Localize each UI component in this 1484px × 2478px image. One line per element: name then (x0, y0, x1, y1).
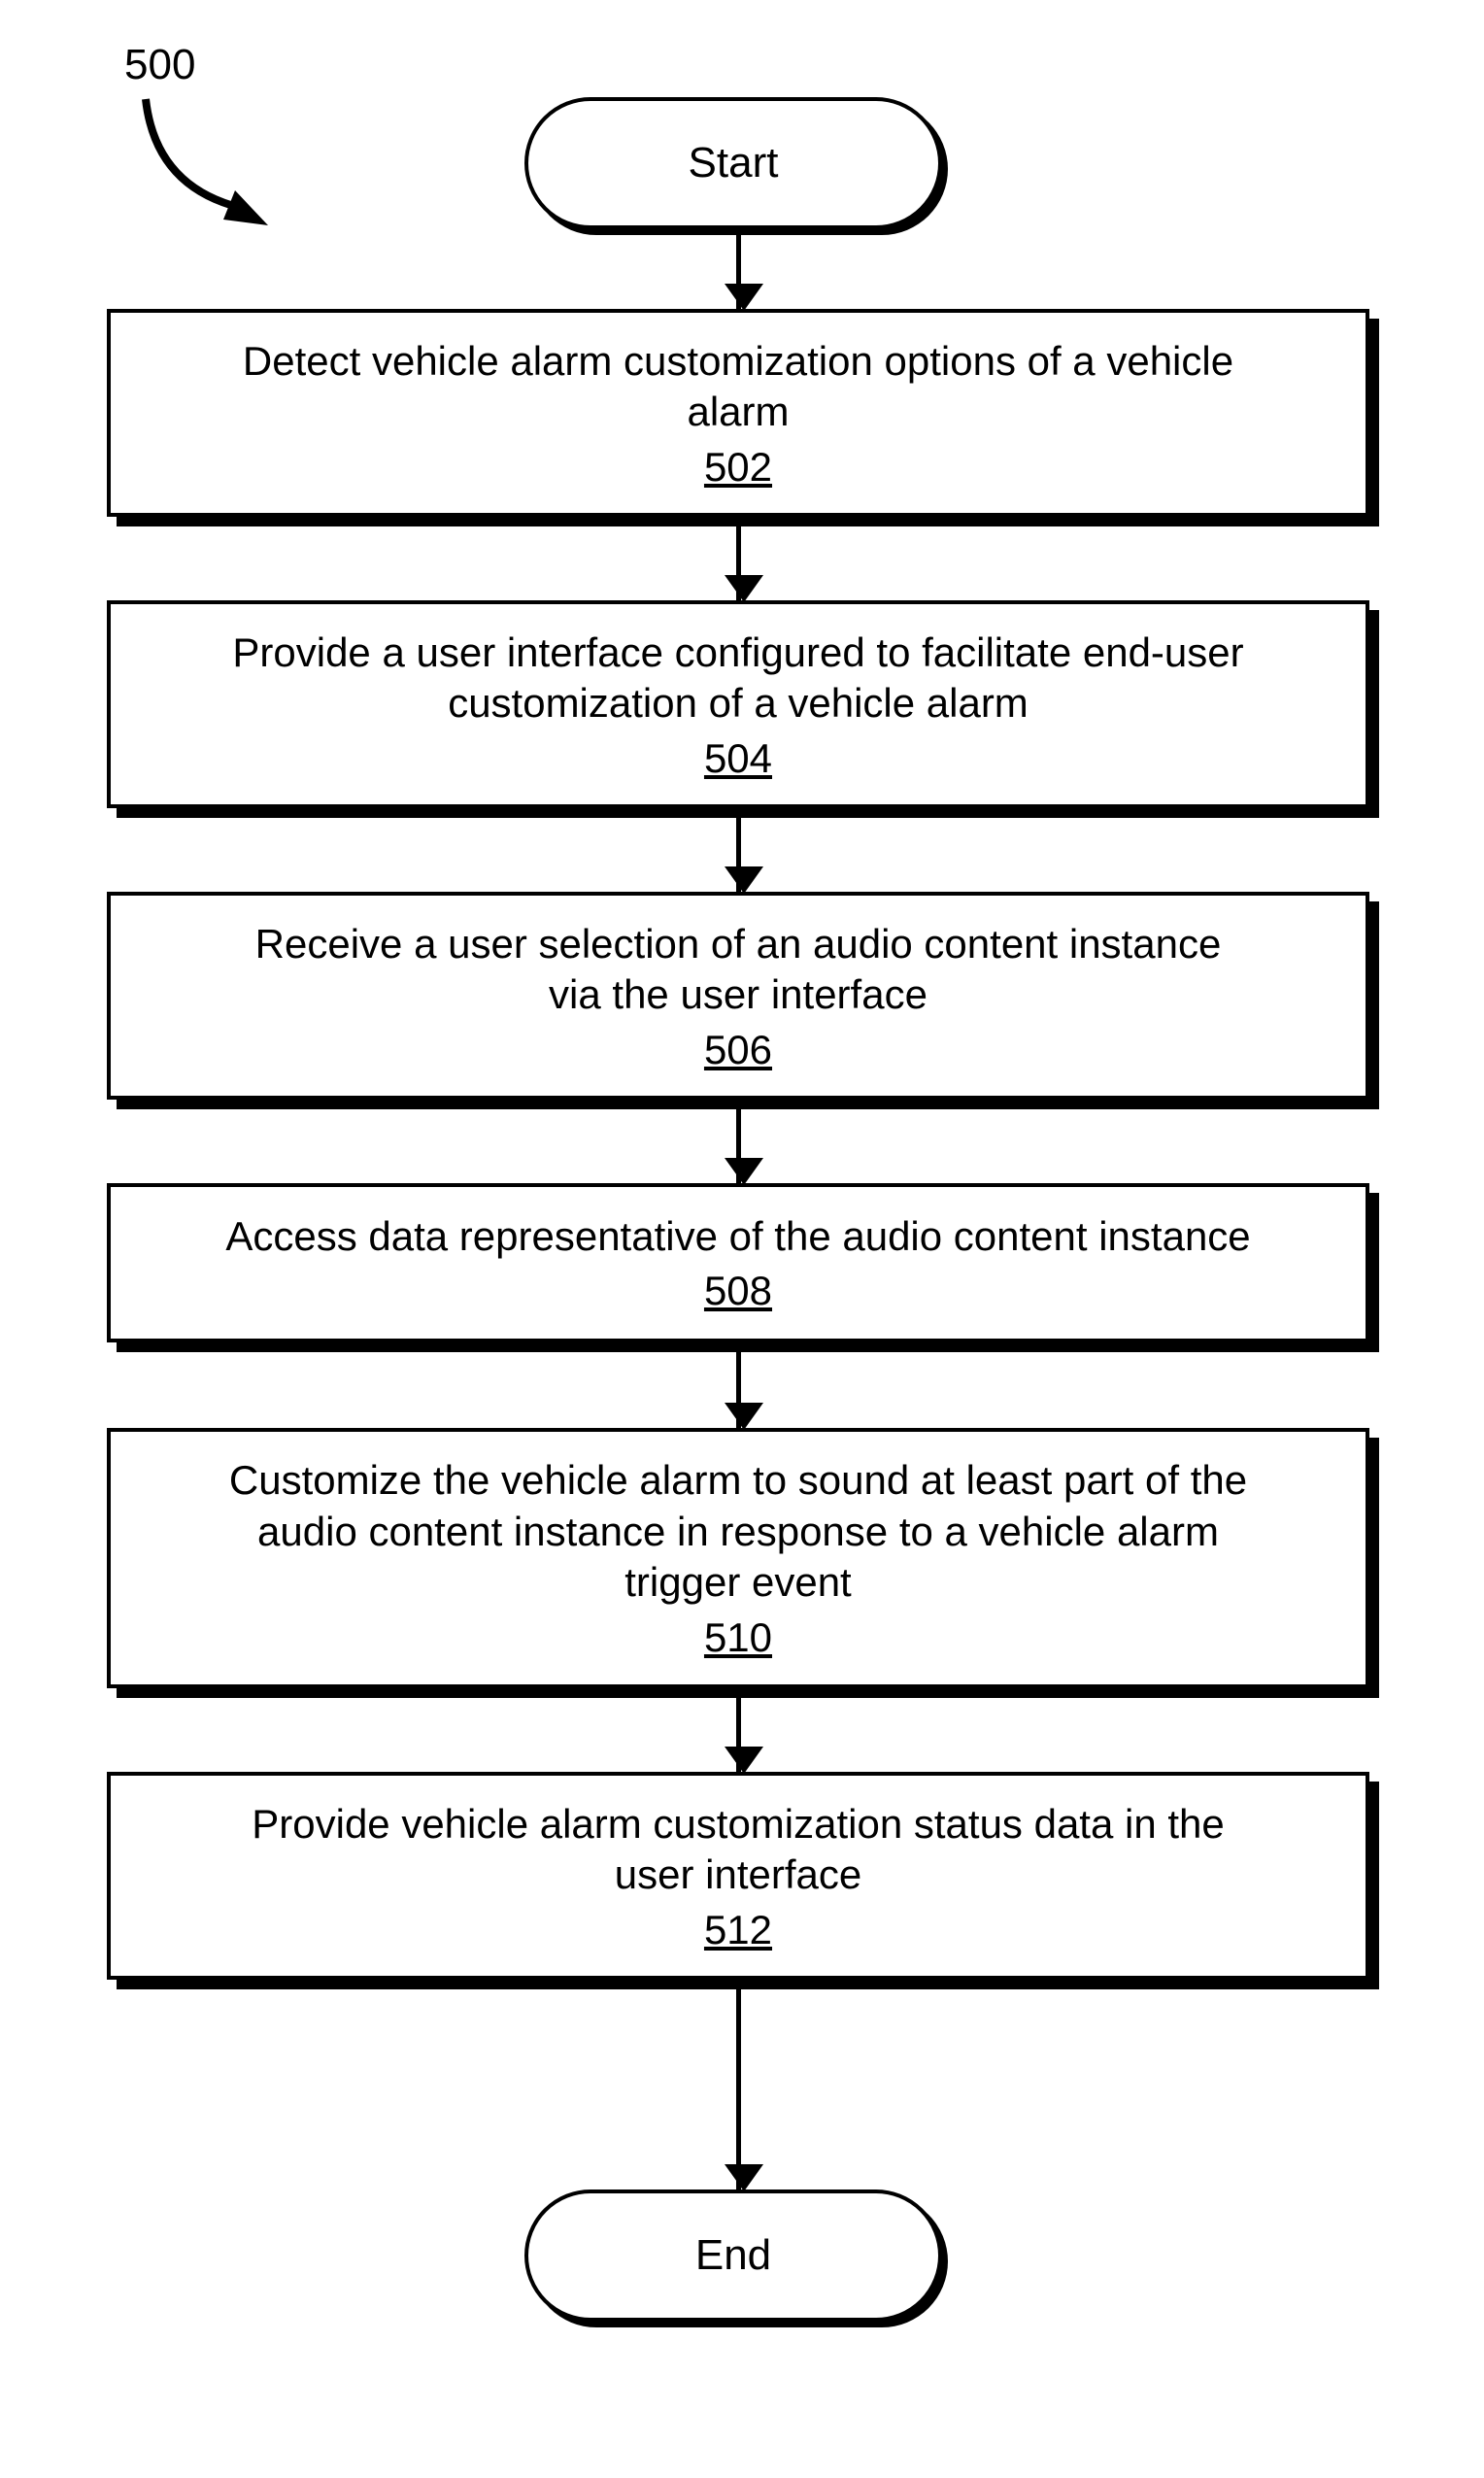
flow-arrow (736, 1350, 741, 1428)
process-step-text: Access data representative of the audio … (225, 1211, 1250, 1263)
process-step: Provide a user interface configured to f… (107, 600, 1369, 808)
flow-arrow (736, 229, 741, 309)
process-step: Access data representative of the audio … (107, 1183, 1369, 1342)
process-step-ref: 510 (704, 1614, 772, 1661)
terminator-start: Start (524, 97, 942, 229)
figure-reference-arrow (126, 89, 282, 235)
process-step: Customize the vehicle alarm to sound at … (107, 1428, 1369, 1688)
flow-arrow (736, 816, 741, 892)
flow-arrow (736, 1696, 741, 1772)
terminator-end-label: End (695, 2231, 771, 2280)
process-step-text: Receive a user selection of an audio con… (255, 919, 1222, 1021)
terminator-end: End (524, 2189, 942, 2322)
process-step: Provide vehicle alarm customization stat… (107, 1772, 1369, 1980)
process-step-text: Customize the vehicle alarm to sound at … (229, 1455, 1247, 1609)
process-step-text: Detect vehicle alarm customization optio… (243, 336, 1233, 438)
flow-arrow (736, 1107, 741, 1183)
process-step-ref: 506 (704, 1027, 772, 1073)
process-step-ref: 502 (704, 444, 772, 491)
process-step: Detect vehicle alarm customization optio… (107, 309, 1369, 517)
process-step-text: Provide vehicle alarm customization stat… (252, 1799, 1225, 1901)
flow-arrow (736, 525, 741, 600)
flow-arrow (736, 1987, 741, 2189)
process-step-ref: 508 (704, 1268, 772, 1314)
figure-number-label: 500 (124, 41, 195, 89)
process-step-ref: 504 (704, 735, 772, 782)
flowchart-figure: 500 Start Detect vehicle alarm customiza… (0, 0, 1484, 2478)
process-step-ref: 512 (704, 1907, 772, 1953)
process-step: Receive a user selection of an audio con… (107, 892, 1369, 1100)
terminator-start-label: Start (689, 139, 779, 187)
process-step-text: Provide a user interface configured to f… (232, 628, 1243, 730)
